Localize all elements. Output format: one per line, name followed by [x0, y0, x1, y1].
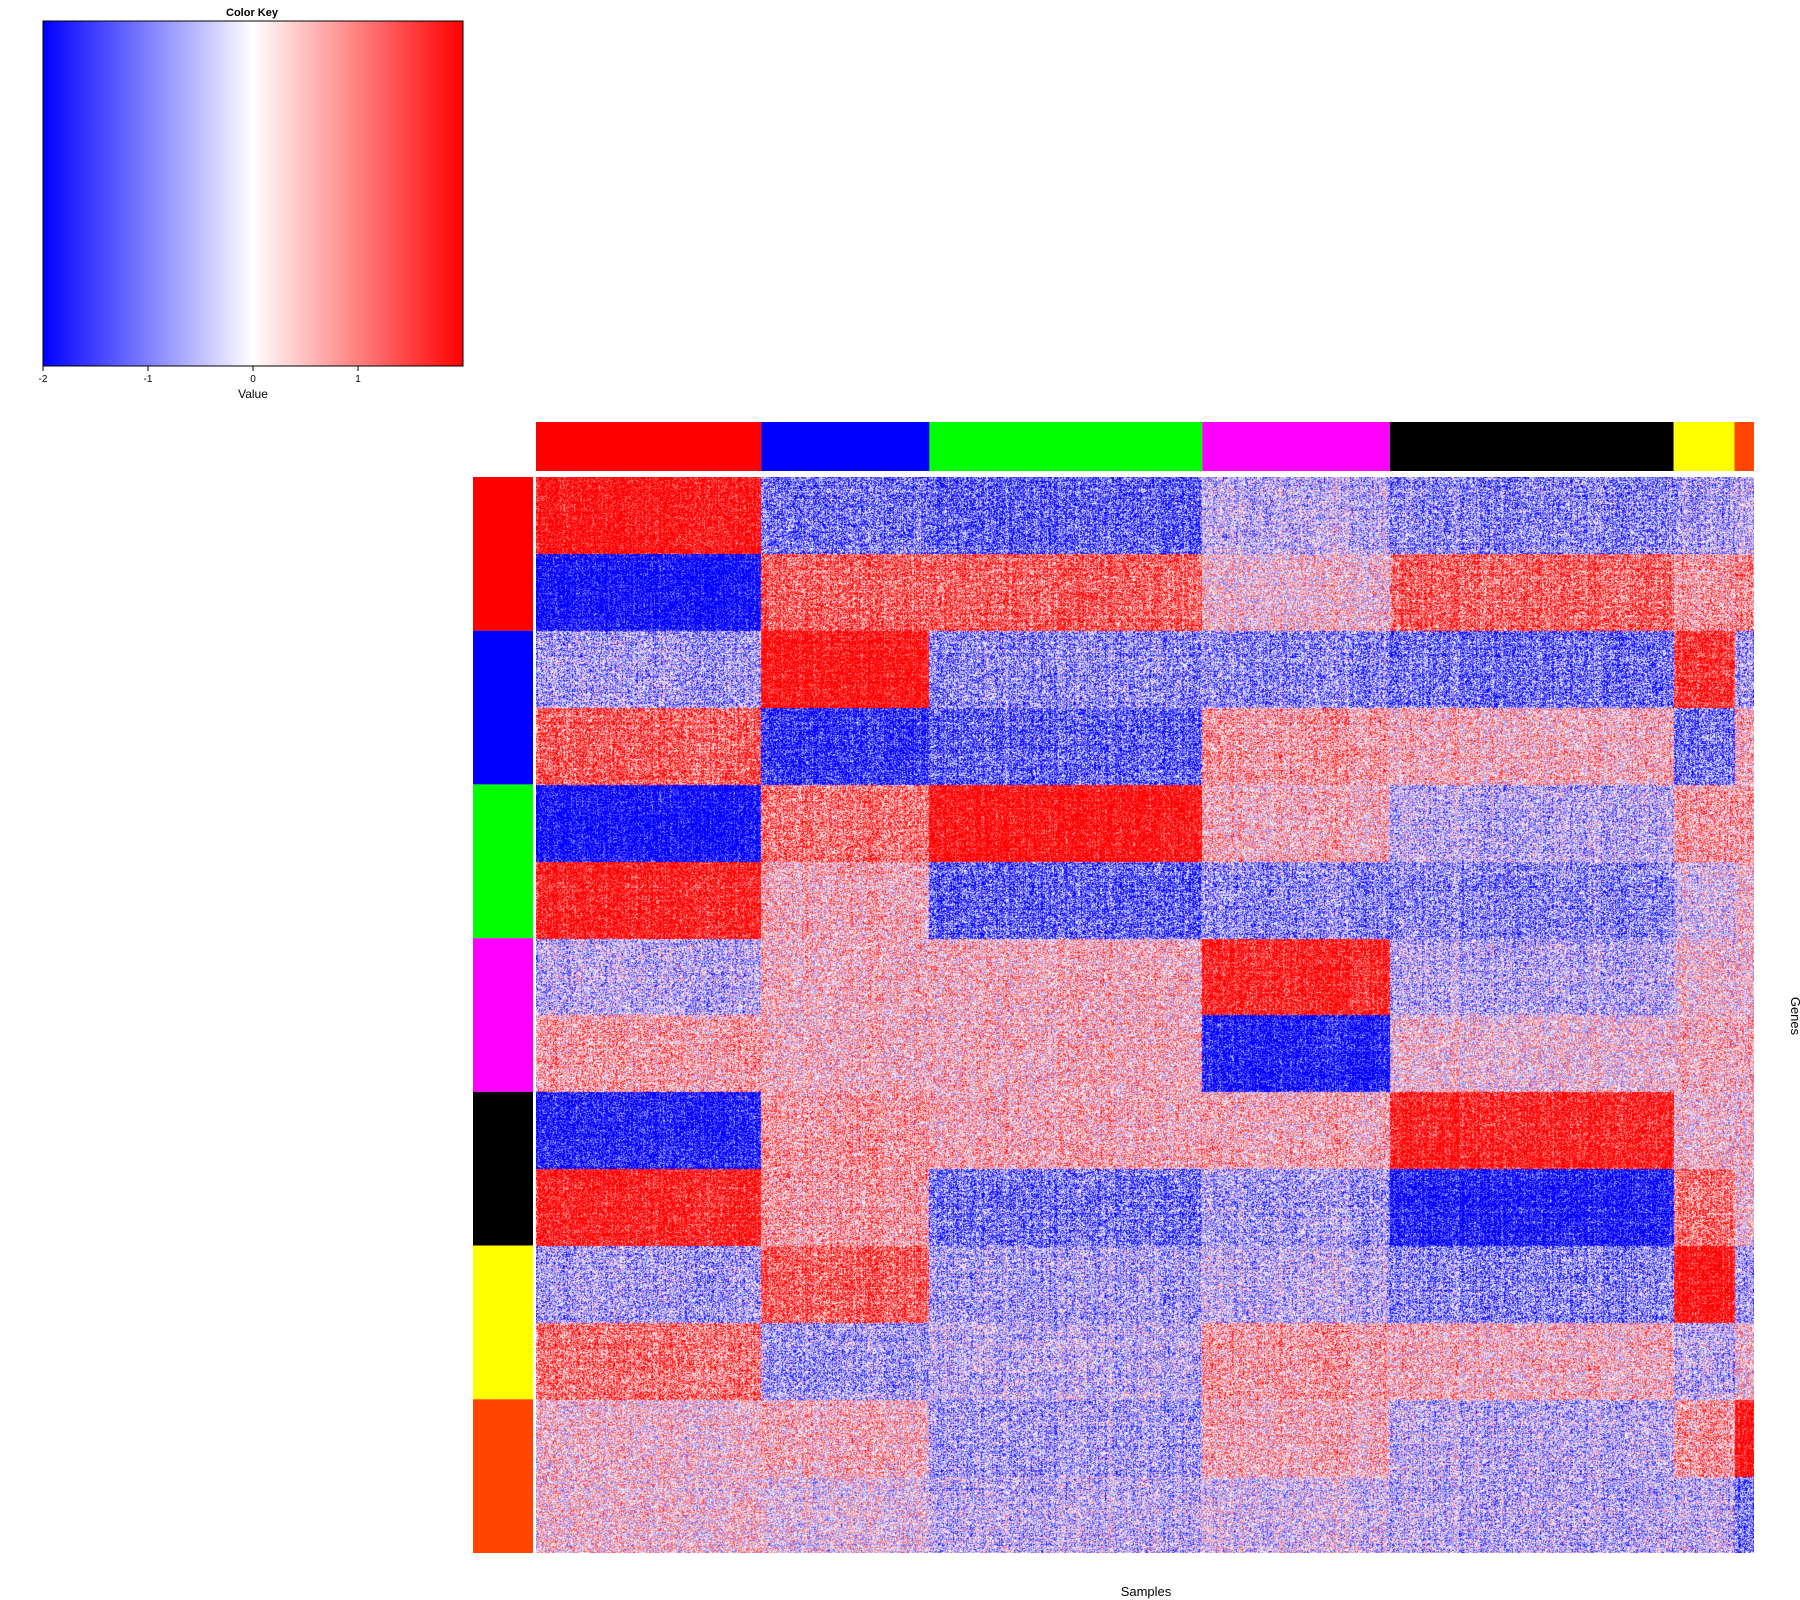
y-axis-label: Genes — [1788, 997, 1800, 1036]
color-key-xlabel: Value — [238, 387, 268, 401]
sample-group-segment — [761, 422, 930, 471]
sample-group-segment — [1734, 422, 1754, 471]
gene-group-segment — [473, 1399, 533, 1553]
sample-group-segment — [929, 422, 1203, 471]
sample-group-segment — [1673, 422, 1735, 471]
color-key-axis: -2 -1 0 1 — [39, 365, 463, 385]
color-key-gradient — [42, 20, 464, 367]
color-key: Color Key -2 -1 0 1 Value — [39, 7, 464, 401]
color-key-tick-label: -2 — [39, 374, 48, 385]
gene-group-segment — [473, 630, 533, 785]
gene-group-segment — [473, 1091, 533, 1246]
gene-group-segment — [473, 1245, 533, 1400]
sample-group-bar — [536, 422, 1754, 471]
heatmap-cells — [536, 477, 1754, 1553]
color-key-tick-label: 0 — [250, 374, 256, 385]
sample-group-segment — [1202, 422, 1390, 471]
gene-group-segment — [473, 477, 533, 631]
gene-group-segment — [473, 938, 533, 1092]
color-key-title: Color Key — [226, 7, 279, 19]
color-key-tick-label: -1 — [144, 374, 153, 385]
color-key-tick-label: 1 — [355, 374, 361, 385]
gene-group-segment — [473, 784, 533, 939]
heatmap-body — [536, 477, 1754, 1553]
sample-group-segment — [536, 422, 762, 471]
gene-group-bar — [473, 477, 533, 1553]
x-axis-label: Samples — [1121, 1584, 1172, 1599]
sample-group-segment — [1389, 422, 1674, 471]
